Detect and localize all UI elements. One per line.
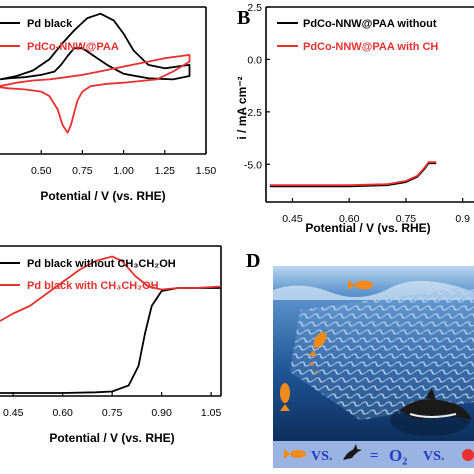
y-tick-label: -2.5 [244, 107, 262, 119]
panel-label-d: D [246, 250, 260, 272]
red-fish-icon [462, 449, 474, 461]
series-line-b-1 [269, 161, 437, 187]
fish-icon [284, 449, 306, 459]
x-tick-label: 0.75 [396, 213, 417, 225]
x-tick-label: 0.45 [3, 407, 24, 419]
dolphin-icon [343, 444, 362, 460]
dolphin-icon [400, 388, 472, 420]
panel-a-x-ticks: 0.50 0.75 1.00 1.25 1.50 [31, 150, 216, 177]
x-tick-label: 0.50 [31, 165, 52, 177]
y-tick-label: 0.0 [247, 54, 262, 66]
panel-c-x-label: Potential / V (vs. RHE) [49, 431, 174, 445]
legend-pd-black-without: Pd black without CH₃CH₂OH [27, 258, 176, 270]
x-tick-label: 0.75 [72, 165, 93, 177]
caption-o2: O₂ [389, 446, 407, 465]
legend-pd-black-with: Pd black with CH₃CH₂OH [27, 280, 159, 292]
x-tick-label: 0.60 [52, 407, 73, 419]
x-tick-label: 0.90 [151, 407, 172, 419]
panel-c-ticks: 0.45 0.60 0.75 0.90 1.05 [3, 392, 222, 419]
y-tick-label: 2.5 [247, 2, 262, 14]
nanowire-mesh [290, 286, 474, 420]
legend-pdco-with: PdCo-NNW@PAA with CH [303, 41, 438, 53]
series-line-b-0 [269, 162, 437, 188]
panel-b-x-label: Potential / V (vs. RHE) [305, 221, 430, 235]
panel-c-legend: Pd black without CH₃CH₂OH Pd black with … [0, 258, 176, 292]
x-tick-label: 0.9 [455, 213, 470, 225]
x-tick-label: 1.25 [155, 165, 176, 177]
series-line-c-1 [0, 255, 222, 322]
panel-a-series [0, 12, 191, 134]
x-tick-label: 1.50 [196, 165, 217, 177]
x-tick-label: 0.60 [339, 213, 360, 225]
caption-vs-1: VS. [311, 449, 332, 464]
fish-icon [348, 280, 373, 290]
legend-pdco-nnw-paa: PdCo-NNW@PAA [27, 41, 119, 53]
x-tick-label: 1.00 [113, 165, 134, 177]
x-tick-label: 0.45 [282, 213, 303, 225]
panel-b-ticks: 0.45 0.60 0.75 0.9 2.5 0.0 -2.5 -5.0 [244, 2, 470, 225]
panel-c: 0.45 0.60 0.75 0.90 1.05 Pd black without CH… [0, 245, 222, 445]
panel-b-y-label: i / mA cm⁻² [235, 76, 249, 139]
fish-icon [308, 332, 327, 356]
panel-a-x-label: Potential / V (vs. RHE) [40, 189, 165, 203]
x-tick-label: 0.75 [102, 407, 123, 419]
legend-pdco-without: PdCo-NNW@PAA without [303, 18, 437, 30]
panel-c-series [0, 255, 222, 394]
y-tick-label: -5.0 [244, 159, 262, 171]
caption-bar [273, 441, 474, 468]
panel-b-legend: PdCo-NNW@PAA without PdCo-NNW@PAA with C… [277, 18, 438, 53]
panel-a: 0.50 0.75 1.00 1.25 1.50 Pd black PdCo-NNW@P… [0, 6, 216, 203]
caption-equals: = [370, 448, 379, 464]
caption-vs-2: VS. [423, 449, 444, 464]
panel-d-illustration: D [246, 250, 474, 468]
x-tick-label: 1.05 [201, 407, 222, 419]
panel-b: B 0.45 0.60 0.75 0.9 2.5 0.0 -2.5 -5.0 PdCo-NNW… [235, 2, 474, 235]
series-line-a-0 [0, 12, 191, 81]
panel-a-legend: Pd black PdCo-NNW@PAA [0, 18, 119, 53]
fish-icon [280, 383, 290, 411]
legend-pd-black: Pd black [27, 18, 73, 30]
panel-b-series [269, 161, 437, 188]
series-line-a-1 [0, 54, 191, 134]
panel-label-b: B [237, 7, 250, 29]
